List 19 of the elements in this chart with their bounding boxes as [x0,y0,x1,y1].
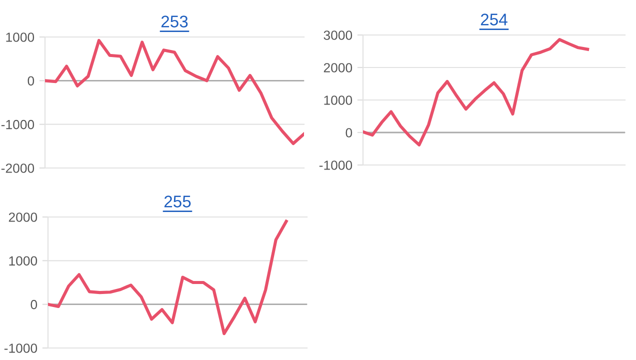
line-series [45,38,304,146]
line-series [363,38,590,146]
y-tick-label: -1000 [4,344,38,353]
y-tick-label: 3000 [324,30,352,40]
y-tick-label: 0 [30,300,38,310]
chart-title: 253 [161,16,188,28]
y-tick-label: 0 [28,76,34,86]
y-tick-label: 1000 [324,96,352,105]
line-series [48,220,288,336]
y-tick-label: 1000 [9,256,38,266]
chart-title: 255 [164,196,191,208]
y-tick-label: 0 [346,128,352,138]
y-tick-label: 2000 [324,63,352,72]
y-tick-label: 1000 [6,32,34,42]
y-tick-label: 2000 [8,212,38,222]
y-tick-label: -1000 [1,120,34,130]
chart-title: 254 [480,14,508,26]
y-tick-label: -2000 [1,164,34,173]
y-tick-label: -1000 [319,160,352,170]
